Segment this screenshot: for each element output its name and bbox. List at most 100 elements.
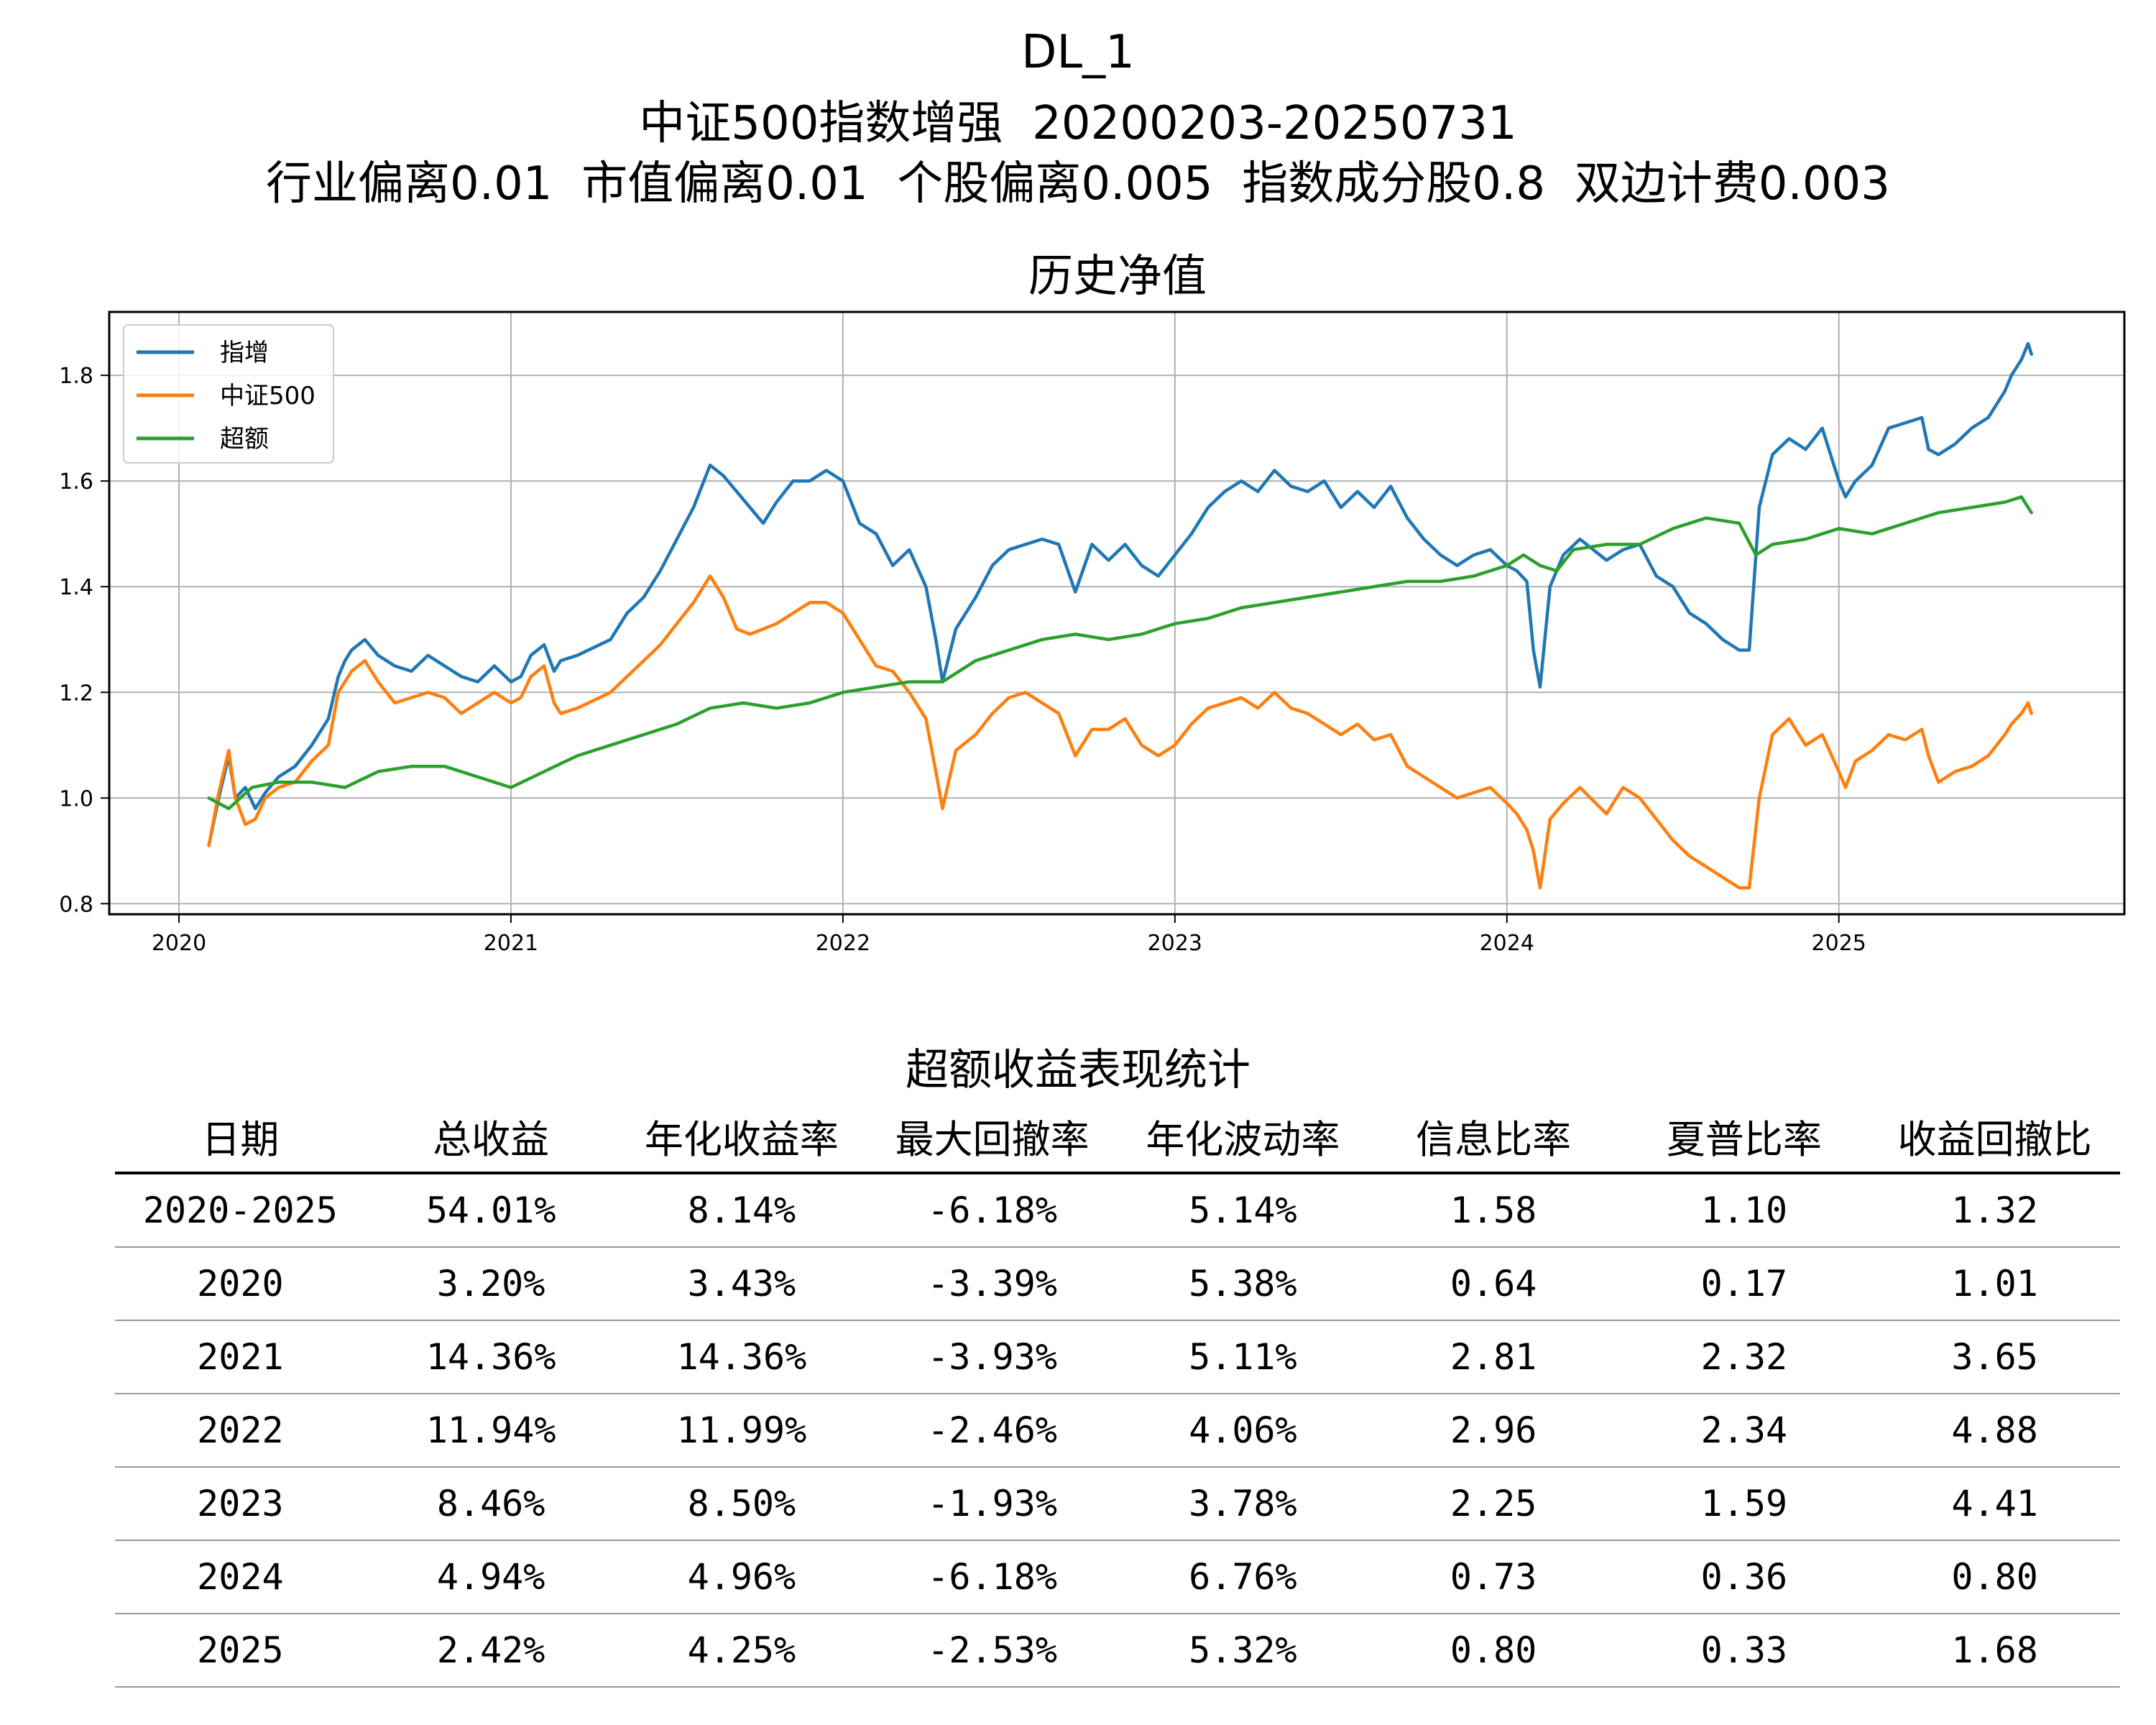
series-line-3 — [207, 495, 2033, 811]
table-cell: 4.94% — [365, 1540, 617, 1614]
table-cell: 2.42% — [365, 1614, 617, 1688]
legend-label-2: 中证500 — [220, 382, 315, 410]
table-cell: 2.34 — [1618, 1394, 1870, 1468]
x-tick-label: 2024 — [1480, 931, 1534, 956]
table-cell: 5.32% — [1118, 1614, 1368, 1688]
y-tick-label: 1.0 — [59, 786, 93, 811]
axes: 2020 2021 2022 2023 2024 2025 0.8 1.0 1.2 1.4 1.6 1… — [59, 364, 1866, 956]
header-sharpe-ratio: 夏普比率 — [1618, 1100, 1870, 1174]
legend-label-1: 指增 — [220, 339, 269, 367]
header-date: 日期 — [115, 1100, 366, 1174]
table-cell: 1.01 — [1869, 1247, 2120, 1321]
table-cell: 5.38% — [1118, 1247, 1368, 1321]
table-cell: 54.01% — [365, 1173, 617, 1248]
table-cell: 2024 — [115, 1540, 366, 1614]
table-cell: 2020-2025 — [115, 1173, 366, 1248]
stats-table: 日期 总收益 年化收益率 最大回撤率 年化波动率 信息比率 夏普比率 收益回撤比… — [115, 1100, 2120, 1688]
x-tick-label: 2020 — [152, 931, 206, 956]
table-cell: 1.58 — [1368, 1173, 1619, 1248]
header-information-ratio: 信息比率 — [1368, 1100, 1619, 1174]
table-cell: 0.80 — [1368, 1614, 1619, 1688]
legend-label-3: 超额 — [220, 425, 269, 454]
table-cell: 6.76% — [1118, 1540, 1368, 1614]
y-tick-label: 1.2 — [59, 681, 93, 706]
table-cell: 8.14% — [616, 1173, 867, 1248]
table-cell: 0.33 — [1618, 1614, 1870, 1688]
table-body: 2020-2025 54.01% 8.14% -6.18% 5.14% 1.58 1.10 1… — [115, 1173, 2120, 1688]
table-cell: 2025 — [115, 1614, 366, 1688]
table-cell: 0.17 — [1618, 1247, 1870, 1321]
table-cell: 3.43% — [616, 1247, 867, 1321]
table-cell: 11.99% — [616, 1394, 867, 1468]
table-cell: 11.94% — [365, 1394, 617, 1468]
series-lines — [207, 341, 2033, 890]
table-cell: 5.11% — [1118, 1320, 1368, 1394]
table-row: 2024 4.94% 4.96% -6.18% 6.76% 0.73 0.36 0.80 — [115, 1540, 2120, 1614]
legend-box — [123, 324, 334, 464]
table-cell: 2.32 — [1618, 1320, 1870, 1394]
series-line-1 — [207, 341, 2033, 847]
table-cell: -6.18% — [867, 1540, 1118, 1614]
table-cell: 2.25 — [1368, 1467, 1619, 1541]
table-cell: -3.93% — [867, 1320, 1118, 1394]
table-cell: 3.78% — [1118, 1467, 1368, 1541]
table-cell: -6.18% — [867, 1173, 1118, 1248]
x-tick-label: 2021 — [484, 931, 538, 956]
table-cell: 8.46% — [365, 1467, 617, 1541]
report-subtitle: 中证500指数增强 20200203-20250731 — [639, 97, 1517, 150]
table-row: 2021 14.36% 14.36% -3.93% 5.11% 2.81 2.32 3.65 — [115, 1320, 2120, 1394]
table-cell: -1.93% — [867, 1467, 1118, 1541]
table-title: 超额收益表现统计 — [906, 1045, 1250, 1095]
header-annual-volatility: 年化波动率 — [1118, 1100, 1368, 1174]
grid-lines — [109, 312, 2124, 914]
table-cell: 0.64 — [1368, 1247, 1619, 1321]
table-row: 2020 3.20% 3.43% -3.39% 5.38% 0.64 0.17 1.01 — [115, 1247, 2120, 1321]
report-title: DL_1 — [1021, 26, 1135, 79]
x-tick-label: 2023 — [1148, 931, 1202, 956]
y-tick-label: 0.8 — [59, 892, 93, 917]
table-cell: 2.81 — [1368, 1320, 1619, 1394]
table-cell: 0.73 — [1368, 1540, 1619, 1614]
table-cell: 4.06% — [1118, 1394, 1368, 1468]
header-return-drawdown-ratio: 收益回撤比 — [1869, 1100, 2120, 1174]
table-cell: 8.50% — [616, 1467, 867, 1541]
plot-frame — [108, 310, 2126, 916]
table-cell: 4.41 — [1869, 1467, 2120, 1541]
table-cell: 2.96 — [1368, 1394, 1619, 1468]
table-row: 2022 11.94% 11.99% -2.46% 4.06% 2.96 2.34 4.88 — [115, 1394, 2120, 1468]
table-cell: 4.88 — [1869, 1394, 2120, 1468]
y-tick-label: 1.8 — [59, 364, 93, 389]
table-row: 2023 8.46% 8.50% -1.93% 3.78% 2.25 1.59 4.41 — [115, 1467, 2120, 1541]
y-tick-label: 1.6 — [59, 469, 93, 494]
table-header-row: 日期 总收益 年化收益率 最大回撤率 年化波动率 信息比率 夏普比率 收益回撤比 — [115, 1100, 2120, 1174]
x-tick-label: 2022 — [816, 931, 870, 956]
table-cell: 2022 — [115, 1394, 366, 1468]
series-line-2 — [207, 574, 2033, 890]
table-cell: 5.14% — [1118, 1173, 1368, 1248]
header-max-drawdown: 最大回撤率 — [867, 1100, 1118, 1174]
table-cell: 2023 — [115, 1467, 366, 1541]
x-tick-label: 2025 — [1812, 931, 1866, 956]
table-cell: -3.39% — [867, 1247, 1118, 1321]
report-parameters: 行业偏离0.01 市值偏离0.01 个股偏离0.005 指数成分股0.8 双边计… — [266, 157, 1890, 211]
table-cell: 14.36% — [365, 1320, 617, 1394]
table-cell: 2020 — [115, 1247, 366, 1321]
table-cell: 2021 — [115, 1320, 366, 1394]
table-cell: -2.53% — [867, 1614, 1118, 1688]
table-cell: 3.20% — [365, 1247, 617, 1321]
table-cell: 4.96% — [616, 1540, 867, 1614]
table-cell: -2.46% — [867, 1394, 1118, 1468]
table-cell: 0.80 — [1869, 1540, 2120, 1614]
chart-title: 历史净值 — [1028, 249, 1207, 302]
table-cell: 4.25% — [616, 1614, 867, 1688]
table-cell: 1.32 — [1869, 1173, 2120, 1248]
table-cell: 3.65 — [1869, 1320, 2120, 1394]
table-cell: 1.10 — [1618, 1173, 1870, 1248]
chart-legend: 指增 中证500 超额 — [123, 324, 334, 464]
table-cell: 0.36 — [1618, 1540, 1870, 1614]
table-row: 2025 2.42% 4.25% -2.53% 5.32% 0.80 0.33 1.68 — [115, 1614, 2120, 1688]
table-cell: 1.59 — [1618, 1467, 1870, 1541]
y-tick-label: 1.4 — [59, 575, 93, 600]
header-annual-return: 年化收益率 — [616, 1100, 867, 1174]
table-row: 2020-2025 54.01% 8.14% -6.18% 5.14% 1.58 1.10 1… — [115, 1173, 2120, 1248]
